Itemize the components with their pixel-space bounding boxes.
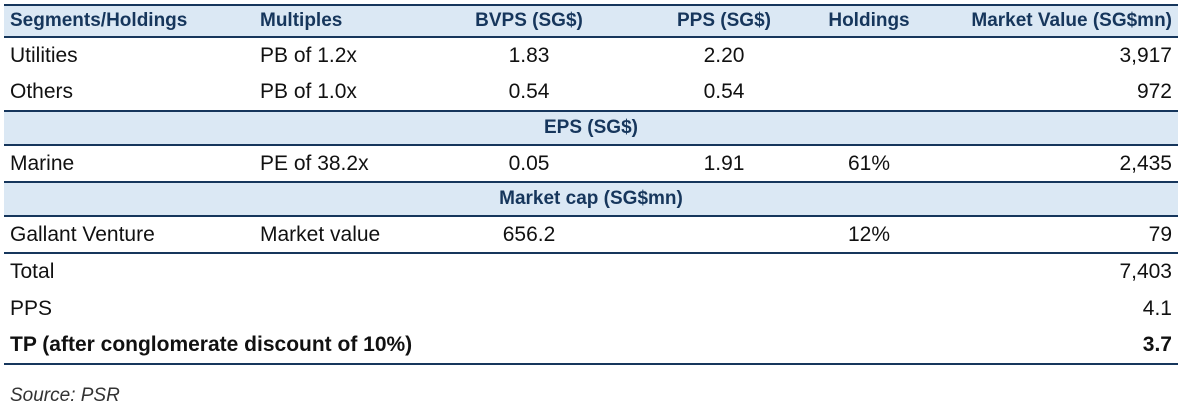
cell-pps: 1.91 <box>703 151 745 175</box>
cell-bvps: 1.83 <box>508 44 550 67</box>
table-row-utilities: Utilities PB of 1.2x 1.83 2.20 3,917 <box>4 37 1178 74</box>
cell-market-value: 2,435 <box>1119 151 1172 175</box>
header-bvps: BVPS (SG$) <box>424 5 634 38</box>
cell-segment: Marine <box>10 151 75 175</box>
cell-holdings: 61% <box>847 151 891 175</box>
eps-subheader: EPS (SG$) <box>4 110 1178 146</box>
cell-market-value: 972 <box>1136 80 1172 103</box>
cell-holdings <box>814 37 924 74</box>
cell-segment: Utilities <box>10 44 78 67</box>
cell-holdings <box>814 74 924 111</box>
sotp-valuation-table: Segments/Holdings Multiples BVPS (SG$) P… <box>4 4 1178 365</box>
cell-multiple: PB of 1.2x <box>260 44 357 67</box>
table-row-target-price: TP (after conglomerate discount of 10%) … <box>4 327 1178 365</box>
cell-eps: 0.05 <box>508 151 550 175</box>
market-cap-subheader-row: Market cap (SG$mn) <box>4 181 1178 217</box>
total-value: 7,403 <box>924 252 1178 290</box>
header-segments: Segments/Holdings <box>4 5 254 38</box>
cell-holdings: 12% <box>847 222 891 246</box>
header-market-value: Market Value (SG$mn) <box>924 5 1178 38</box>
market-cap-subheader: Market cap (SG$mn) <box>4 181 1178 217</box>
header-holdings: Holdings <box>814 5 924 38</box>
table-row-total: Total 7,403 <box>4 252 1178 290</box>
cell-bvps: 0.54 <box>508 80 550 103</box>
table-row-others: Others PB of 1.0x 0.54 0.54 972 <box>4 74 1178 111</box>
eps-subheader-row: EPS (SG$) <box>4 110 1178 146</box>
header-multiples: Multiples <box>254 5 424 38</box>
target-price-label: TP (after conglomerate discount of 10%) <box>4 327 924 365</box>
cell-market-value: 3,917 <box>1119 44 1172 67</box>
cell-pps <box>634 216 814 253</box>
cell-pps: 0.54 <box>703 80 745 103</box>
table-row-gallant-venture: Gallant Venture Market value 656.2 12% 7… <box>4 216 1178 253</box>
target-price-value: 3.7 <box>924 327 1178 365</box>
header-pps: PPS (SG$) <box>634 5 814 38</box>
pps-value: 4.1 <box>1142 296 1172 320</box>
pps-label: PPS <box>10 296 53 320</box>
cell-multiple: Market value <box>260 222 381 246</box>
source-note: Source: PSR <box>10 385 120 406</box>
table-row-marine: Marine PE of 38.2x 0.05 1.91 61% 2,435 <box>4 145 1178 182</box>
cell-segment: Gallant Venture <box>10 222 155 246</box>
cell-market-cap: 656.2 <box>502 222 556 246</box>
cell-multiple: PB of 1.0x <box>260 80 357 103</box>
table-row-pps: PPS 4.1 <box>4 290 1178 327</box>
cell-segment: Others <box>10 80 74 103</box>
total-label: Total <box>4 252 924 290</box>
table-header-row: Segments/Holdings Multiples BVPS (SG$) P… <box>4 5 1178 38</box>
cell-pps: 2.20 <box>703 44 745 67</box>
cell-market-value: 79 <box>1148 222 1172 246</box>
cell-multiple: PE of 38.2x <box>260 151 369 175</box>
